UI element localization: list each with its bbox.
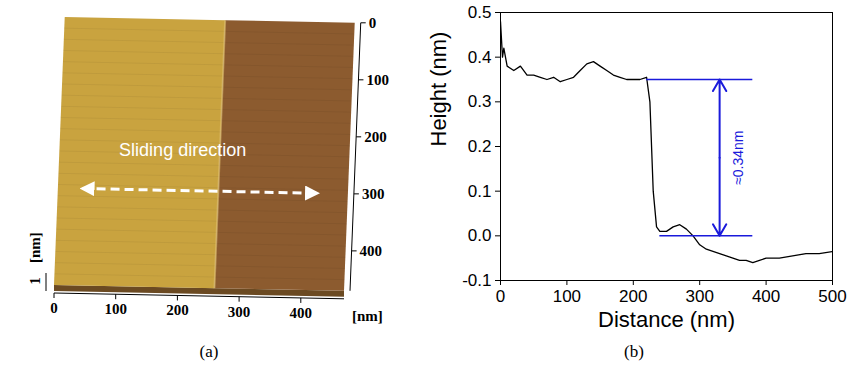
svg-text:0.2: 0.2 (468, 137, 492, 156)
svg-text:0: 0 (369, 15, 377, 31)
svg-text:300: 300 (228, 304, 251, 320)
svg-text:200: 200 (364, 129, 387, 145)
html-text:(b): (b) (624, 342, 644, 361)
svg-text:0.1: 0.1 (468, 182, 492, 201)
svg-text:0.0: 0.0 (468, 226, 492, 245)
svg-text:0: 0 (496, 287, 505, 306)
svg-text:300: 300 (686, 287, 714, 306)
svg-text:1: 1 (27, 277, 43, 285)
svg-text:100: 100 (366, 72, 389, 88)
svg-text:0.4: 0.4 (468, 48, 492, 67)
svg-text:200: 200 (619, 287, 647, 306)
svg-text:400: 400 (752, 287, 780, 306)
svg-text:-0.1: -0.1 (462, 271, 491, 290)
svg-text:Sliding direction: Sliding direction (119, 140, 246, 160)
svg-text:Distance (nm): Distance (nm) (598, 307, 735, 332)
svg-text:0.3: 0.3 (468, 92, 492, 111)
svg-text:100: 100 (104, 301, 127, 317)
svg-text:200: 200 (166, 302, 189, 318)
html-text:(a): (a) (199, 342, 219, 361)
svg-text:400: 400 (360, 243, 383, 259)
svg-text:100: 100 (553, 287, 581, 306)
svg-text:0: 0 (50, 300, 58, 316)
svg-text:500: 500 (818, 287, 846, 306)
svg-text:Height (nm): Height (nm) (426, 32, 451, 147)
svg-text:[nm]: [nm] (27, 232, 43, 263)
svg-text:300: 300 (362, 186, 385, 202)
svg-text:400: 400 (290, 305, 313, 321)
svg-text:0.5: 0.5 (468, 3, 492, 22)
svg-text:[nm]: [nm] (352, 308, 383, 324)
svg-text:≈0.34nm: ≈0.34nm (730, 130, 746, 184)
